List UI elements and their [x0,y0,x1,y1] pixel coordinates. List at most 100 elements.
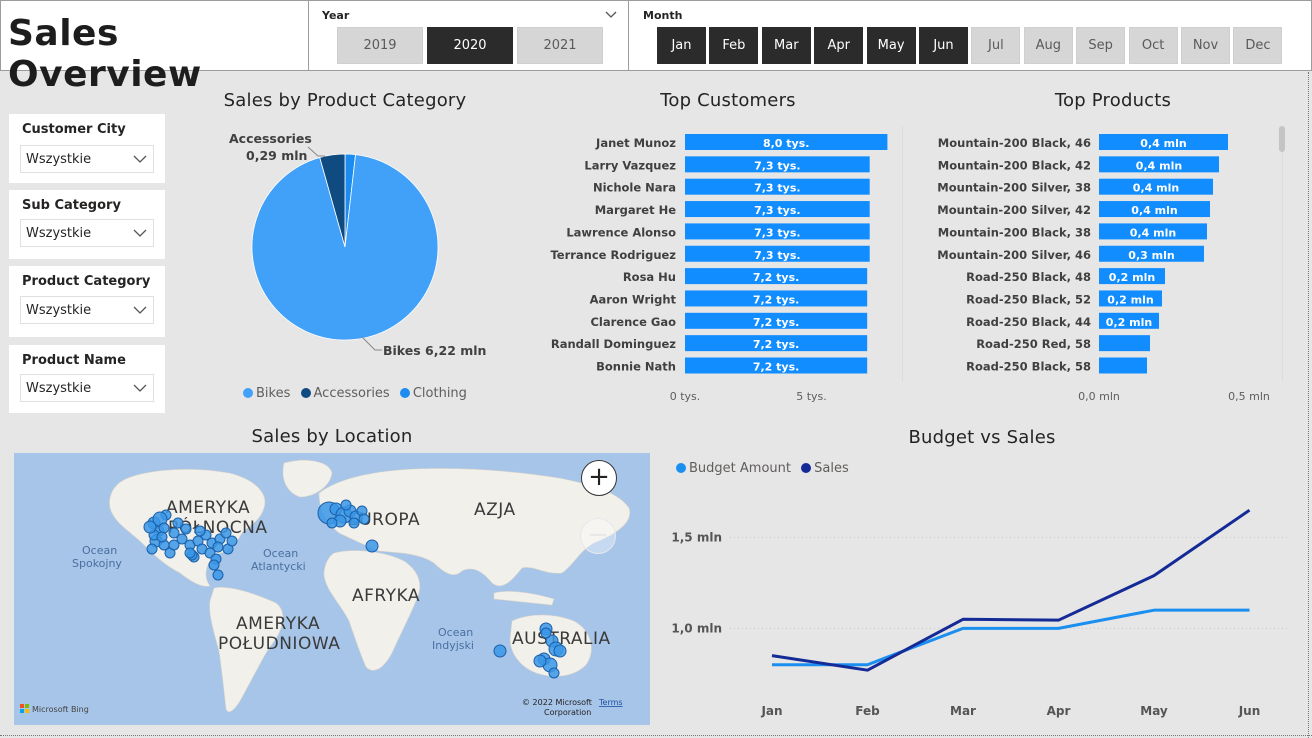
map-bubble[interactable] [208,559,220,571]
bar[interactable] [1099,290,1162,307]
bar[interactable] [685,156,870,173]
bar[interactable] [685,178,870,195]
scrollbar-thumb[interactable] [1279,126,1285,152]
map-bubble[interactable] [553,644,567,658]
legend-item-clothing[interactable]: Clothing [399,386,467,401]
map-bubble[interactable] [212,569,224,581]
map-bubble[interactable] [493,644,507,658]
bar[interactable] [685,268,868,285]
year-tile-2019[interactable]: 2019 [337,27,423,64]
legend-item-bikes[interactable]: Bikes [243,386,290,401]
month-tile-jun[interactable]: Jun [919,27,968,64]
product-category-dropdown[interactable]: Wszystkie [20,296,154,324]
year-tile-2020[interactable]: 2020 [427,27,513,64]
bar[interactable] [1099,223,1207,240]
month-tile-jul[interactable]: Jul [971,27,1021,64]
map-terms-link[interactable]: Terms [598,698,623,707]
legend-label: Accessories [313,386,390,401]
product-name-dropdown[interactable]: Wszystkie [20,374,154,402]
bar[interactable] [685,312,868,329]
legend-item-budget[interactable]: Budget Amount [676,461,791,476]
map-bubble[interactable] [158,522,170,534]
legend-item-sales[interactable]: Sales [801,461,849,476]
pie-slice-accessories[interactable] [319,153,346,248]
map-bubble[interactable] [326,517,338,529]
bar[interactable] [685,134,888,150]
month-tile-sep[interactable]: Sep [1076,27,1126,64]
sub-category-dropdown[interactable]: Wszystkie [20,219,154,247]
map-label: AMERYKA [166,498,250,518]
bar[interactable] [1099,156,1219,173]
map-bubble[interactable] [540,627,552,639]
month-slicer-label: Month [643,9,683,22]
map-bubble[interactable] [146,543,158,555]
legend-item-accessories[interactable]: Accessories [300,386,390,401]
month-tile-nov[interactable]: Nov [1181,27,1230,64]
map-bubble[interactable] [340,499,352,511]
map-bubble[interactable] [176,533,188,545]
month-tile-aug[interactable]: Aug [1023,27,1073,64]
bar-data-label: 0,2 mln [1109,271,1155,284]
bar[interactable] [685,201,870,218]
bar[interactable] [1099,357,1147,374]
zoom-in-button[interactable]: + [581,460,617,496]
line-series-sales[interactable] [771,508,1251,672]
map-bubble[interactable] [358,513,370,525]
month-tile-dec[interactable]: Dec [1233,27,1283,64]
line-series-budget[interactable] [772,608,1250,667]
bar[interactable] [1099,312,1159,329]
bar[interactable] [685,335,868,352]
bar-data-label: 7,3 tys. [754,159,800,172]
bar-category-label: Margaret He [595,203,676,217]
x-tick-label: Jan [760,704,782,718]
month-tile-feb[interactable]: Feb [709,27,759,64]
month-tile-may[interactable]: May [866,27,916,64]
sales-map[interactable]: AMERYKA PÓŁNOCNA EUROPA AZJA AFRYKA AMER… [14,453,650,725]
map-bubble[interactable] [168,539,180,551]
x-tick-label: 0 tys. [670,390,701,403]
map-bubble[interactable] [156,531,168,543]
chevron-down-icon[interactable] [605,11,617,19]
map-bubble[interactable] [220,527,232,539]
bar[interactable] [685,357,868,374]
bar[interactable] [685,223,870,240]
scrollbar-track[interactable] [1282,126,1283,382]
bar-data-label: 7,2 tys. [753,271,799,284]
month-tile-oct[interactable]: Oct [1128,27,1178,64]
south-america-land [209,587,284,713]
pie-slice-bikes[interactable] [251,154,439,341]
month-tile-apr[interactable]: Apr [814,27,864,64]
bar-data-label: 0,3 mln [1128,249,1174,262]
map-bubble[interactable] [194,525,206,537]
map-bubble[interactable] [172,517,184,529]
bar-data-label: 0,4 mln [1140,137,1186,150]
map-bubble[interactable] [548,667,560,679]
zoom-out-button[interactable]: − [580,518,616,554]
bar[interactable] [1099,268,1165,285]
year-tile-2021[interactable]: 2021 [517,27,603,64]
bar[interactable] [1099,134,1228,150]
map-bubble[interactable] [212,541,224,553]
customer-city-dropdown[interactable]: Wszystkie [20,145,154,173]
map-bubble[interactable] [365,539,379,553]
map-bubble[interactable] [143,520,157,534]
map-bubble[interactable] [184,547,196,559]
map-bubble[interactable] [226,535,238,547]
bar[interactable] [1099,245,1204,262]
bar[interactable] [685,290,868,307]
map-bubble[interactable] [180,523,192,535]
month-tile-mar[interactable]: Mar [761,27,811,64]
map-bubble[interactable] [348,517,360,529]
bar-data-label: 0,2 mln [1107,293,1153,306]
bar[interactable] [1099,178,1213,195]
bar-data-label: 0,4 mln [1136,159,1182,172]
scrollbar-track[interactable] [902,126,903,382]
map-bubble[interactable] [168,527,180,539]
bar[interactable] [685,245,870,262]
pie-data-label: Bikes 6,22 mln [383,343,486,358]
month-tile-jan[interactable]: Jan [657,27,706,64]
bar[interactable] [1099,201,1210,218]
map-bubble[interactable] [533,654,547,668]
bar-data-label: 0,4 mln [1133,182,1179,195]
bar[interactable] [1099,335,1150,352]
